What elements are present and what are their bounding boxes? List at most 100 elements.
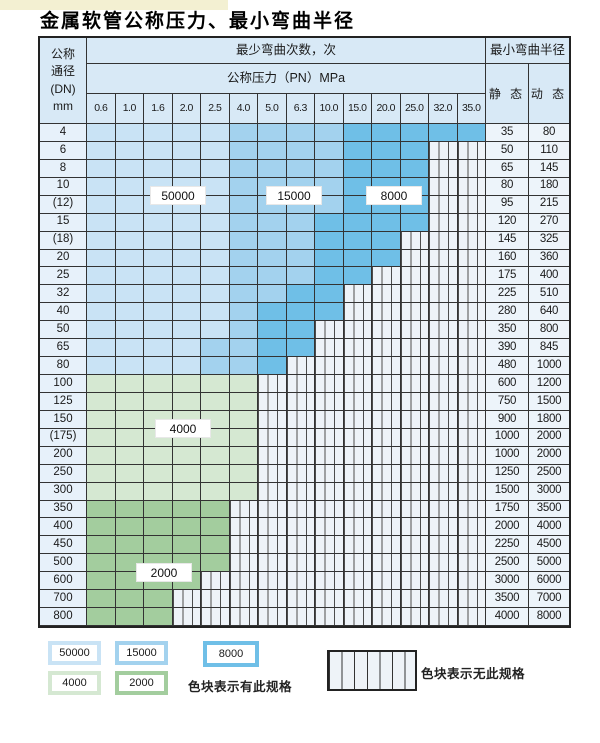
- spec-cell-b3: [400, 124, 429, 142]
- no-spec-cell: [315, 428, 344, 447]
- no-spec-cell: [457, 303, 486, 322]
- dynamic-radius-cell: 2500: [529, 464, 569, 483]
- no-spec-cell: [258, 500, 287, 519]
- static-radius-cell: 280: [486, 303, 529, 322]
- spec-cell-b3: [429, 124, 458, 142]
- no-spec-cell: [258, 375, 287, 393]
- dynamic-radius-cell: 3000: [529, 482, 569, 501]
- spec-cell-b1: [144, 231, 173, 250]
- no-spec-cell: [400, 357, 429, 375]
- dynamic-radius-cell: 180: [529, 177, 569, 196]
- no-spec-cell: [372, 536, 401, 555]
- no-spec-cell: [457, 464, 486, 483]
- spec-cell-b1: [172, 303, 201, 322]
- no-spec-cell: [457, 231, 486, 250]
- static-radius-cell: 65: [486, 159, 529, 178]
- spec-cell-g1: [115, 375, 144, 393]
- dynamic-radius-cell: 2000: [529, 428, 569, 447]
- no-spec-cell: [429, 303, 458, 322]
- no-spec-cell: [286, 518, 315, 537]
- spec-cell-b1: [87, 159, 116, 178]
- dn-cell: (12): [40, 195, 87, 214]
- bend-cycles-header: 最少弯曲次数，次: [87, 38, 486, 64]
- no-spec-cell: [400, 321, 429, 340]
- spec-cell-g2: [87, 536, 116, 555]
- no-spec-cell: [286, 375, 315, 393]
- spec-cell-b1: [87, 141, 116, 160]
- pressure-tick-0.6: 0.6: [87, 94, 116, 124]
- dynamic-radius-cell: 2000: [529, 446, 569, 465]
- no-spec-cell: [429, 410, 458, 429]
- spec-cell-b1: [87, 249, 116, 268]
- no-spec-cell: [201, 590, 230, 609]
- spec-cell-g1: [201, 446, 230, 465]
- no-spec-cell: [315, 321, 344, 340]
- spec-cell-b1: [172, 267, 201, 286]
- dynamic-radius-cell: 325: [529, 231, 569, 250]
- legend-swatch-label: 4000: [52, 675, 97, 691]
- no-spec-cell: [372, 285, 401, 304]
- no-spec-cell: [201, 608, 230, 626]
- spec-cell-b3: [258, 339, 287, 358]
- spec-cell-b1: [201, 124, 230, 142]
- spec-cell-b1: [144, 357, 173, 375]
- spec-cell-b3: [400, 213, 429, 232]
- spec-cell-b1: [87, 195, 116, 214]
- no-spec-cell: [343, 536, 372, 555]
- spec-cell-b1: [172, 141, 201, 160]
- spec-cell-b1: [144, 141, 173, 160]
- spec-cell-b2: [286, 231, 315, 250]
- no-spec-cell: [457, 195, 486, 214]
- no-spec-cell: [429, 231, 458, 250]
- spec-cell-b3: [400, 141, 429, 160]
- no-spec-cell: [372, 267, 401, 286]
- pressure-tick-20.0: 20.0: [372, 94, 401, 124]
- no-spec-cell: [457, 357, 486, 375]
- spec-cell-g2: [87, 590, 116, 609]
- dn-cell: 50: [40, 321, 87, 340]
- static-radius-cell: 480: [486, 357, 529, 375]
- no-spec-cell: [372, 446, 401, 465]
- spec-cell-g2: [87, 500, 116, 519]
- dn-cell: 8: [40, 159, 87, 178]
- spec-cell-b1: [115, 141, 144, 160]
- spec-cell-b2: [229, 177, 258, 196]
- no-spec-cell: [429, 428, 458, 447]
- dynamic-radius-cell: 6000: [529, 572, 569, 591]
- no-spec-cell: [429, 518, 458, 537]
- legend-swatch-50000: 50000: [48, 641, 101, 665]
- spec-cell-b1: [172, 249, 201, 268]
- spec-cell-g2: [115, 590, 144, 609]
- no-spec-cell: [315, 446, 344, 465]
- no-spec-cell: [457, 375, 486, 393]
- no-spec-cell: [457, 141, 486, 160]
- no-spec-cell: [315, 357, 344, 375]
- spec-cell-b1: [115, 213, 144, 232]
- dn-cell: 25: [40, 267, 87, 286]
- no-spec-cell: [429, 177, 458, 196]
- no-spec-cell: [258, 392, 287, 411]
- spec-cell-b2: [229, 357, 258, 375]
- dn-cell: 500: [40, 554, 87, 573]
- spec-cell-b2: [315, 177, 344, 196]
- static-radius-cell: 750: [486, 392, 529, 411]
- no-spec-cell: [258, 536, 287, 555]
- spec-cell-b1: [172, 213, 201, 232]
- no-spec-cell: [400, 482, 429, 501]
- static-radius-cell: 1000: [486, 428, 529, 447]
- legend-swatch-8000: 8000: [203, 641, 259, 667]
- spec-cell-b2: [258, 231, 287, 250]
- no-spec-cell: [457, 285, 486, 304]
- no-spec-cell: [343, 554, 372, 573]
- spec-cell-b3: [343, 141, 372, 160]
- no-spec-cell: [343, 518, 372, 537]
- no-spec-cell: [343, 339, 372, 358]
- no-spec-cell: [343, 446, 372, 465]
- no-spec-cell: [286, 446, 315, 465]
- no-spec-cell: [400, 554, 429, 573]
- no-spec-cell: [372, 410, 401, 429]
- spec-cell-b1: [87, 267, 116, 286]
- no-spec-cell: [372, 482, 401, 501]
- spec-cell-b1: [144, 213, 173, 232]
- zone-label-2000: 2000: [136, 563, 192, 582]
